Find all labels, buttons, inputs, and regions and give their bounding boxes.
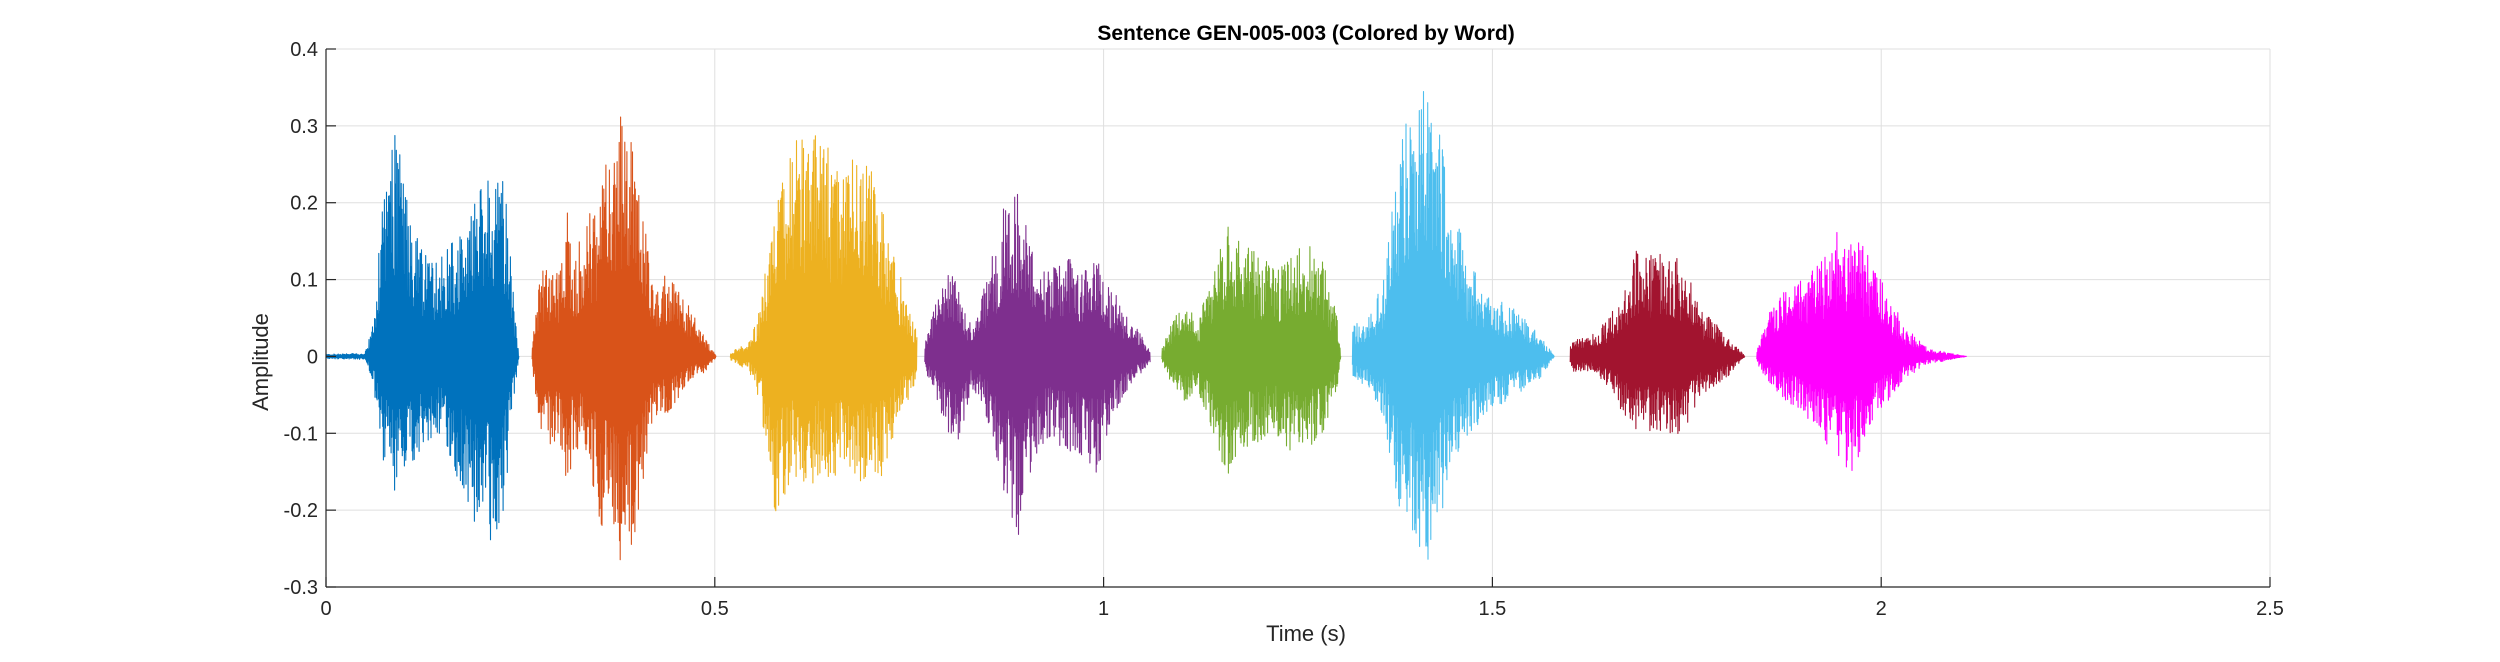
- y-tick-label: 0.4: [290, 39, 318, 61]
- tick-labels: 0 0.5 1 1.5 2 2.5 -0.3 -0.2 -0.1 0 0.1 0.2 0.3 0.4: [284, 39, 2284, 620]
- chart-title: Sentence GEN-005-003 (Colored by Word): [1097, 22, 1514, 45]
- y-tick-label: -0.3: [284, 577, 318, 599]
- waveform-series: [325, 91, 1967, 561]
- y-tick-label: -0.2: [284, 500, 318, 522]
- y-tick-label: 0.1: [290, 270, 318, 292]
- word-waveform-7: [1569, 250, 1746, 435]
- x-tick-label: 2.5: [2256, 598, 2284, 620]
- word-waveform-8: [1756, 231, 1967, 472]
- x-tick-label: 1: [1098, 598, 1109, 620]
- y-axis-label: Amplitude: [248, 313, 273, 411]
- y-tick-label: 0.3: [290, 116, 318, 138]
- word-waveform-1: [325, 134, 520, 541]
- word-waveform-3: [729, 135, 918, 512]
- x-tick-label: 1.5: [1478, 598, 1506, 620]
- word-waveform-6: [1351, 91, 1555, 560]
- x-tick-label: 0.5: [701, 598, 729, 620]
- word-waveform-4: [924, 193, 1151, 535]
- y-tick-label: 0.2: [290, 193, 318, 215]
- word-waveform-5: [1161, 226, 1342, 474]
- x-tick-label: 2: [1876, 598, 1887, 620]
- y-tick-label: -0.1: [284, 423, 318, 445]
- x-axis-label: Time (s): [1266, 621, 1346, 646]
- word-waveform-2: [531, 116, 717, 561]
- x-tick-label: 0: [320, 598, 331, 620]
- y-tick-label: 0: [307, 346, 318, 368]
- axes: [325, 48, 2271, 588]
